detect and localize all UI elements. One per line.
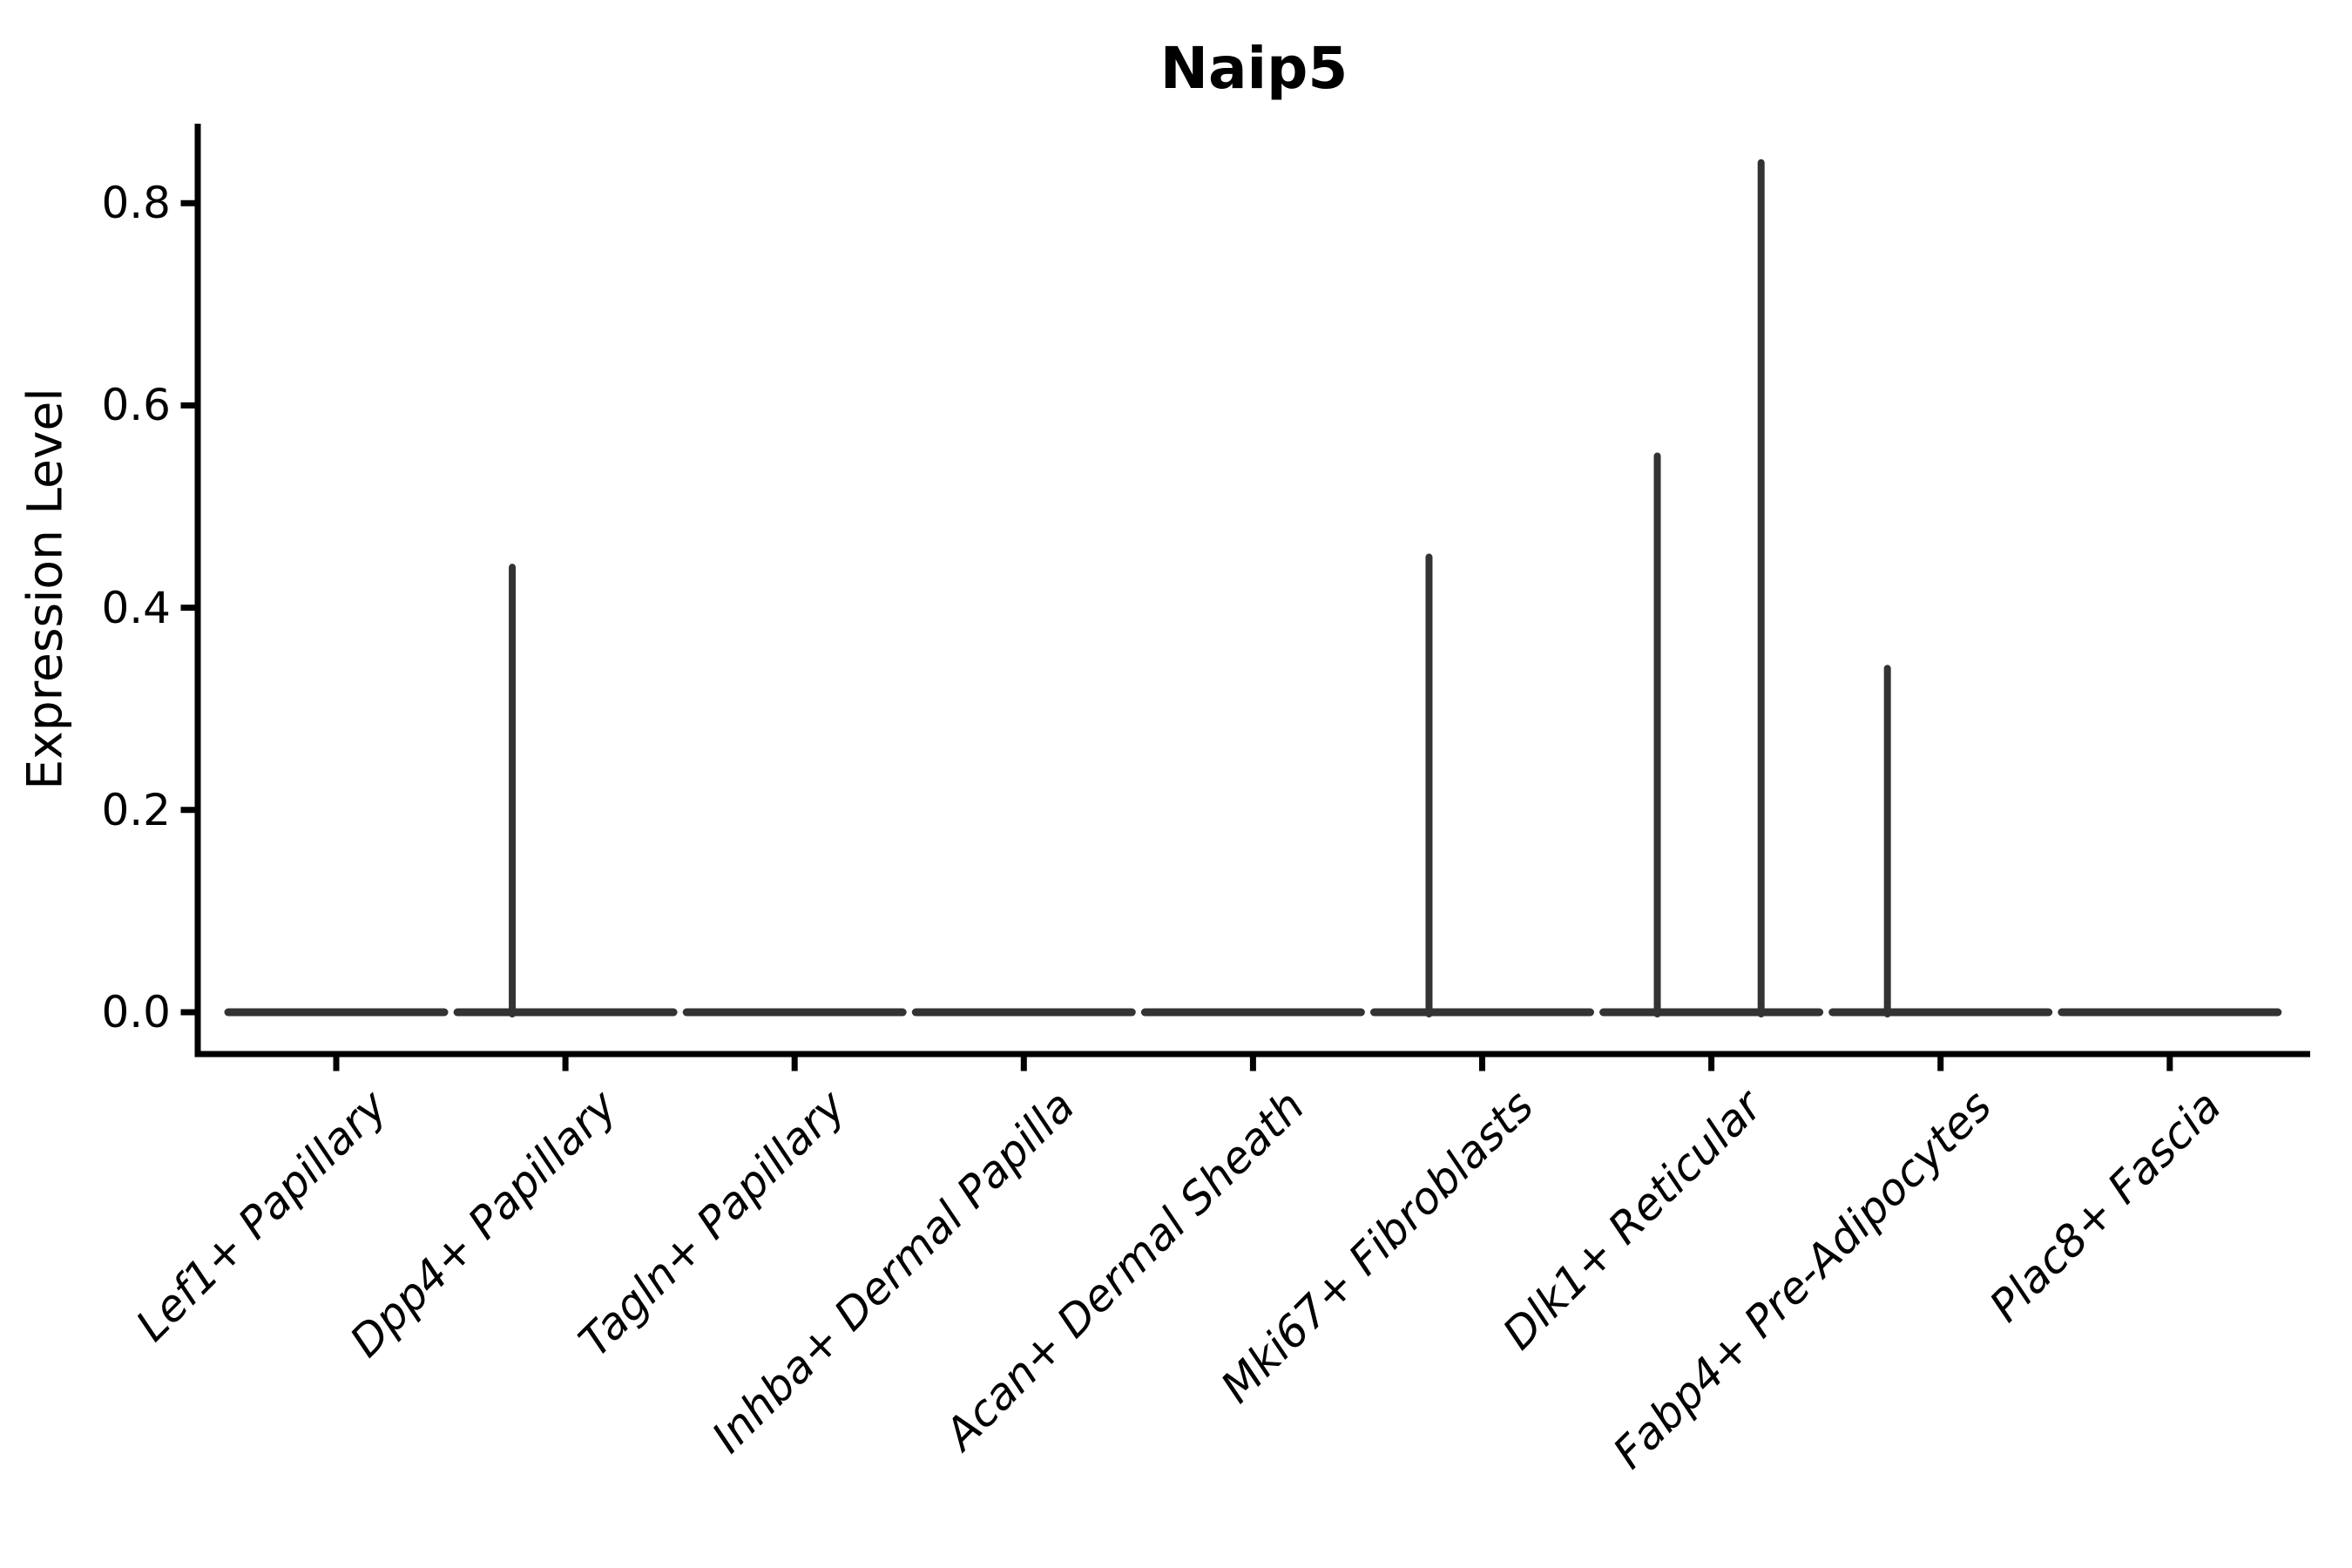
y-tick-label: 0.4 — [101, 582, 171, 633]
y-tick-label: 0.8 — [101, 178, 171, 229]
y-tick-label: 0.6 — [101, 380, 171, 431]
y-tick-label: 0.2 — [101, 784, 171, 835]
y-tick-label: 0.0 — [101, 987, 171, 1037]
plot-title: Naip5 — [1159, 35, 1348, 102]
